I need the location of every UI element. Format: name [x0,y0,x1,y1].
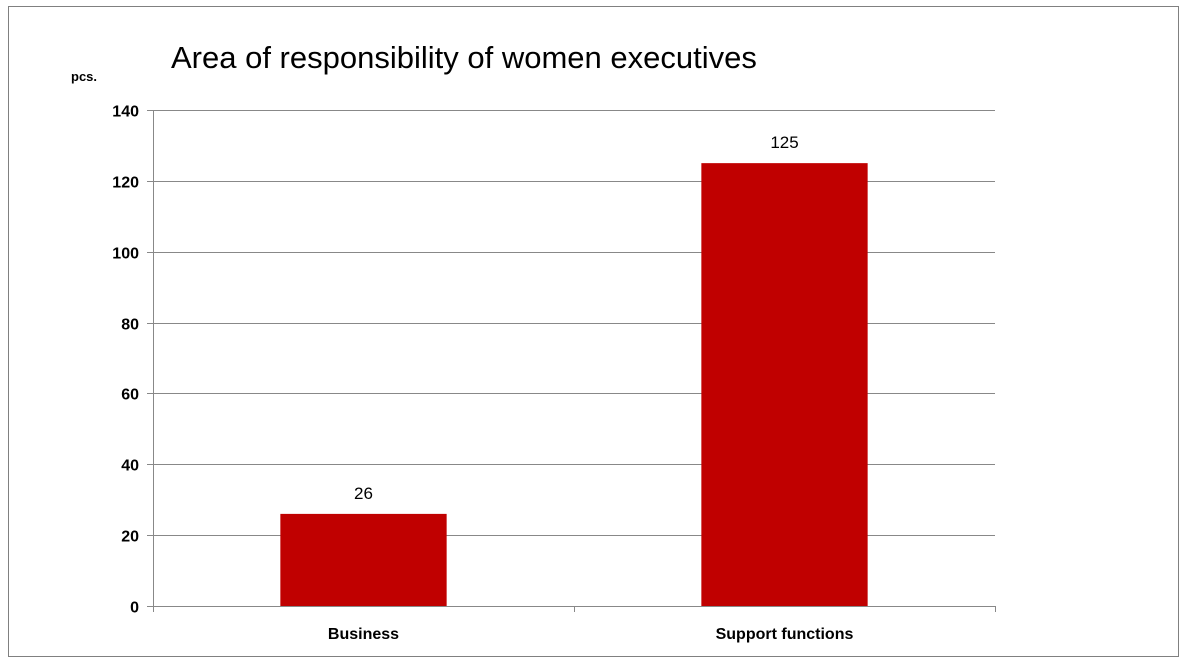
bar-chart: Area of responsibility of women executiv… [71,40,996,643]
y-tick-label: 100 [112,246,139,263]
y-axis-unit-label: pcs. [71,69,97,84]
x-category-label: Business [328,626,399,643]
chart-frame: Area of responsibility of women executiv… [8,6,1179,657]
bar [701,163,868,606]
data-labels: 26 125 [354,133,799,503]
y-tick-label: 0 [130,600,139,617]
bar [280,513,447,606]
bar-data-label: 125 [770,133,798,152]
y-tick-label: 80 [121,317,139,334]
y-axis-tick-labels: 0 20 40 60 80 100 120 140 [112,104,139,617]
chart-title: Area of responsibility of women executiv… [171,40,757,75]
y-tick-label: 120 [112,175,139,192]
y-tick-label: 40 [121,458,139,475]
y-tick-label: 20 [121,529,139,546]
x-axis-category-labels: Business Support functions [328,626,854,643]
bar-data-label: 26 [354,484,373,503]
gridlines [153,110,995,536]
x-category-label: Support functions [716,626,854,643]
bars [280,163,868,606]
y-tick-label: 60 [121,387,139,404]
axes [147,110,996,612]
y-tick-label: 140 [112,104,139,121]
